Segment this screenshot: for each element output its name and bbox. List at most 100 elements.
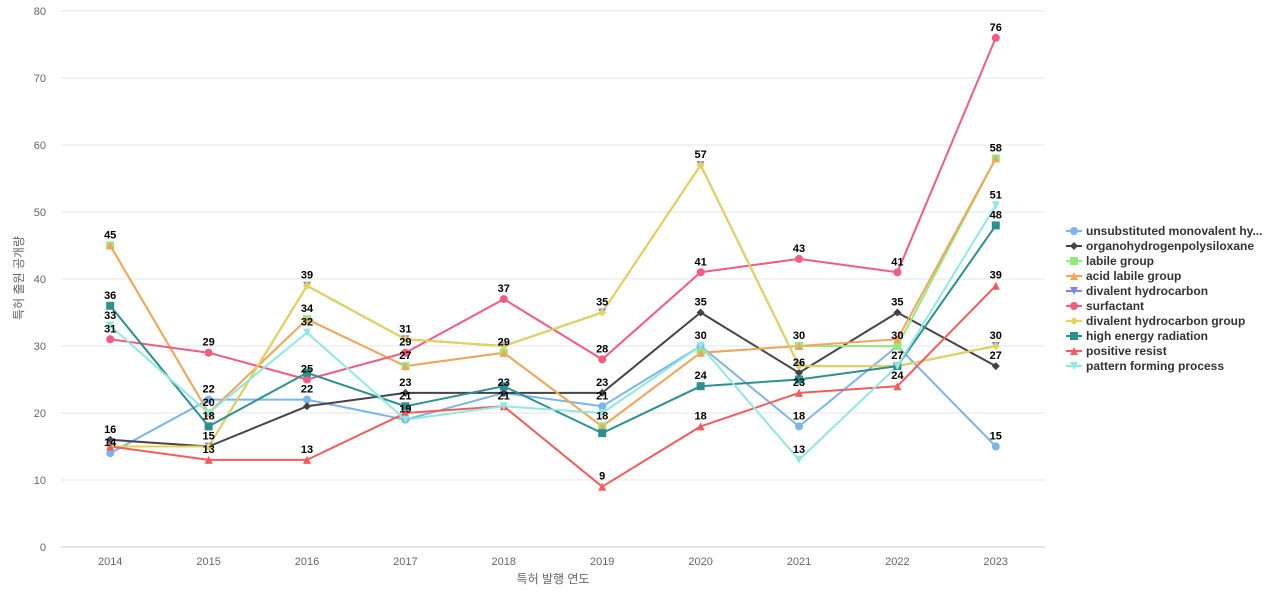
data-point-surfactant[interactable]	[499, 295, 508, 304]
legend-item[interactable]: divalent hydrocarbon group	[1066, 314, 1245, 328]
data-point-organohydrogenpolysiloxane[interactable]	[303, 402, 311, 411]
data-point-divalent-hydrocarbon-group[interactable]	[598, 308, 607, 317]
data-point-unsubstituted-monovalent-hy[interactable]	[303, 395, 311, 404]
data-point-pattern-forming-process[interactable]	[795, 455, 803, 464]
data-point-positive-resist[interactable]	[696, 422, 705, 431]
data-point-organohydrogenpolysiloxane[interactable]	[598, 388, 607, 397]
data-point-high-energy-radiation[interactable]	[795, 375, 803, 384]
data-point-acid-labile-group[interactable]	[499, 348, 508, 357]
data-point-organohydrogenpolysiloxane[interactable]	[795, 368, 803, 377]
data-point-high-energy-radiation[interactable]	[696, 382, 705, 391]
legend-label: surfactant	[1086, 299, 1144, 313]
data-point-divalent-hydrocarbon-group[interactable]	[401, 335, 410, 344]
data-point-pattern-forming-process[interactable]	[893, 362, 902, 371]
data-point-organohydrogenpolysiloxane[interactable]	[991, 362, 1000, 371]
legend-item[interactable]: unsubstituted monovalent hy...	[1066, 224, 1262, 238]
data-point-positive-resist[interactable]	[991, 281, 1000, 290]
data-point-acid-labile-group[interactable]	[303, 315, 311, 324]
data-point-positive-resist[interactable]	[795, 388, 803, 397]
data-point-high-energy-radiation[interactable]	[991, 221, 1000, 230]
legend-item[interactable]: organohydrogenpolysiloxane	[1066, 239, 1254, 253]
legend-item[interactable]: acid labile group	[1066, 269, 1181, 283]
data-point-divalent-hydrocarbon-group[interactable]	[204, 442, 213, 451]
legend-item[interactable]: high energy radiation	[1066, 329, 1208, 343]
data-point-divalent-hydrocarbon-group[interactable]	[499, 342, 508, 350]
series-line-acid-labile-group[interactable]	[109, 157, 997, 428]
data-point-pattern-forming-process[interactable]	[499, 402, 508, 411]
series-line-labile-group[interactable]	[109, 157, 997, 428]
legend-item[interactable]: pattern forming process	[1066, 359, 1224, 373]
data-point-pattern-forming-process[interactable]	[991, 201, 1000, 210]
data-point-divalent-hydrocarbon-group[interactable]	[991, 342, 1000, 350]
data-point-high-energy-radiation[interactable]	[499, 382, 508, 391]
data-point-acid-labile-group[interactable]	[106, 241, 115, 250]
data-point-surfactant[interactable]	[893, 268, 902, 277]
data-point-high-energy-radiation[interactable]	[598, 429, 607, 438]
data-point-acid-labile-group[interactable]	[893, 335, 902, 344]
series-line-pattern-forming-process[interactable]	[109, 204, 997, 461]
data-point-positive-resist[interactable]	[106, 442, 115, 451]
data-point-unsubstituted-monovalent-hy[interactable]	[991, 442, 1000, 451]
data-point-unsubstituted-monovalent-hy[interactable]	[598, 402, 607, 411]
data-point-unsubstituted-monovalent-hy[interactable]	[204, 395, 213, 404]
data-point-acid-labile-group[interactable]	[795, 342, 803, 350]
data-point-surfactant[interactable]	[401, 348, 410, 357]
data-point-positive-resist[interactable]	[303, 455, 311, 464]
data-point-unsubstituted-monovalent-hy[interactable]	[795, 422, 803, 431]
legend[interactable]: unsubstituted monovalent hy...organohydr…	[1066, 224, 1262, 373]
data-point-surfactant[interactable]	[696, 268, 705, 277]
x-tick-label: 2023	[984, 556, 1008, 568]
data-point-unsubstituted-monovalent-hy[interactable]	[106, 449, 115, 458]
data-point-acid-labile-group[interactable]	[598, 422, 607, 431]
data-point-pattern-forming-process[interactable]	[204, 409, 213, 417]
data-point-pattern-forming-process[interactable]	[401, 415, 410, 424]
data-point-divalent-hydrocarbon-group[interactable]	[303, 281, 311, 290]
legend-label: unsubstituted monovalent hy...	[1086, 224, 1262, 238]
data-label: 20	[202, 397, 214, 409]
legend-marker-icon	[1070, 257, 1078, 265]
legend-item[interactable]: labile group	[1066, 254, 1154, 268]
data-point-surfactant[interactable]	[598, 355, 607, 364]
legend-item[interactable]: divalent hydrocarbon	[1066, 284, 1208, 298]
data-point-positive-resist[interactable]	[401, 409, 410, 417]
data-point-divalent-hydrocarbon-group[interactable]	[696, 161, 705, 170]
data-point-high-energy-radiation[interactable]	[303, 368, 311, 377]
data-point-positive-resist[interactable]	[598, 482, 607, 491]
data-point-surfactant[interactable]	[303, 375, 311, 384]
data-point-surfactant[interactable]	[106, 335, 115, 344]
data-point-acid-labile-group[interactable]	[991, 154, 1000, 163]
data-point-high-energy-radiation[interactable]	[401, 402, 410, 411]
series-line-positive-resist[interactable]	[109, 284, 997, 488]
series-line-divalent-hydrocarbon-group[interactable]	[109, 164, 997, 448]
data-label: 48	[990, 209, 1002, 221]
data-label: 23	[793, 377, 805, 389]
data-point-surfactant[interactable]	[204, 348, 213, 357]
data-point-acid-labile-group[interactable]	[401, 362, 410, 371]
data-point-acid-labile-group[interactable]	[696, 348, 705, 357]
data-point-organohydrogenpolysiloxane[interactable]	[893, 308, 902, 317]
data-point-organohydrogenpolysiloxane[interactable]	[401, 388, 410, 397]
data-label: 26	[793, 357, 805, 369]
data-point-divalent-hydrocarbon-group[interactable]	[795, 362, 803, 371]
data-point-positive-resist[interactable]	[204, 455, 213, 464]
data-point-organohydrogenpolysiloxane[interactable]	[696, 308, 705, 317]
data-point-pattern-forming-process[interactable]	[106, 321, 115, 330]
data-point-labile-group[interactable]	[893, 342, 902, 350]
legend-item[interactable]: surfactant	[1066, 299, 1144, 313]
grid	[61, 10, 1045, 481]
data-point-pattern-forming-process[interactable]	[598, 409, 607, 417]
data-point-positive-resist[interactable]	[893, 382, 902, 391]
series-line-divalent-hydrocarbon[interactable]	[109, 164, 997, 448]
data-point-high-energy-radiation[interactable]	[106, 301, 115, 310]
data-point-high-energy-radiation[interactable]	[204, 422, 213, 431]
data-point-surfactant[interactable]	[795, 254, 803, 263]
data-point-surfactant[interactable]	[991, 33, 1000, 42]
data-point-pattern-forming-process[interactable]	[303, 328, 311, 337]
data-point-organohydrogenpolysiloxane[interactable]	[106, 435, 115, 444]
data-point-pattern-forming-process[interactable]	[696, 342, 705, 350]
legend-marker-icon	[1070, 317, 1078, 325]
data-point-organohydrogenpolysiloxane[interactable]	[499, 388, 508, 397]
y-tick-label: 80	[34, 6, 46, 18]
legend-item[interactable]: positive resist	[1066, 344, 1167, 358]
data-label: 41	[694, 256, 706, 268]
